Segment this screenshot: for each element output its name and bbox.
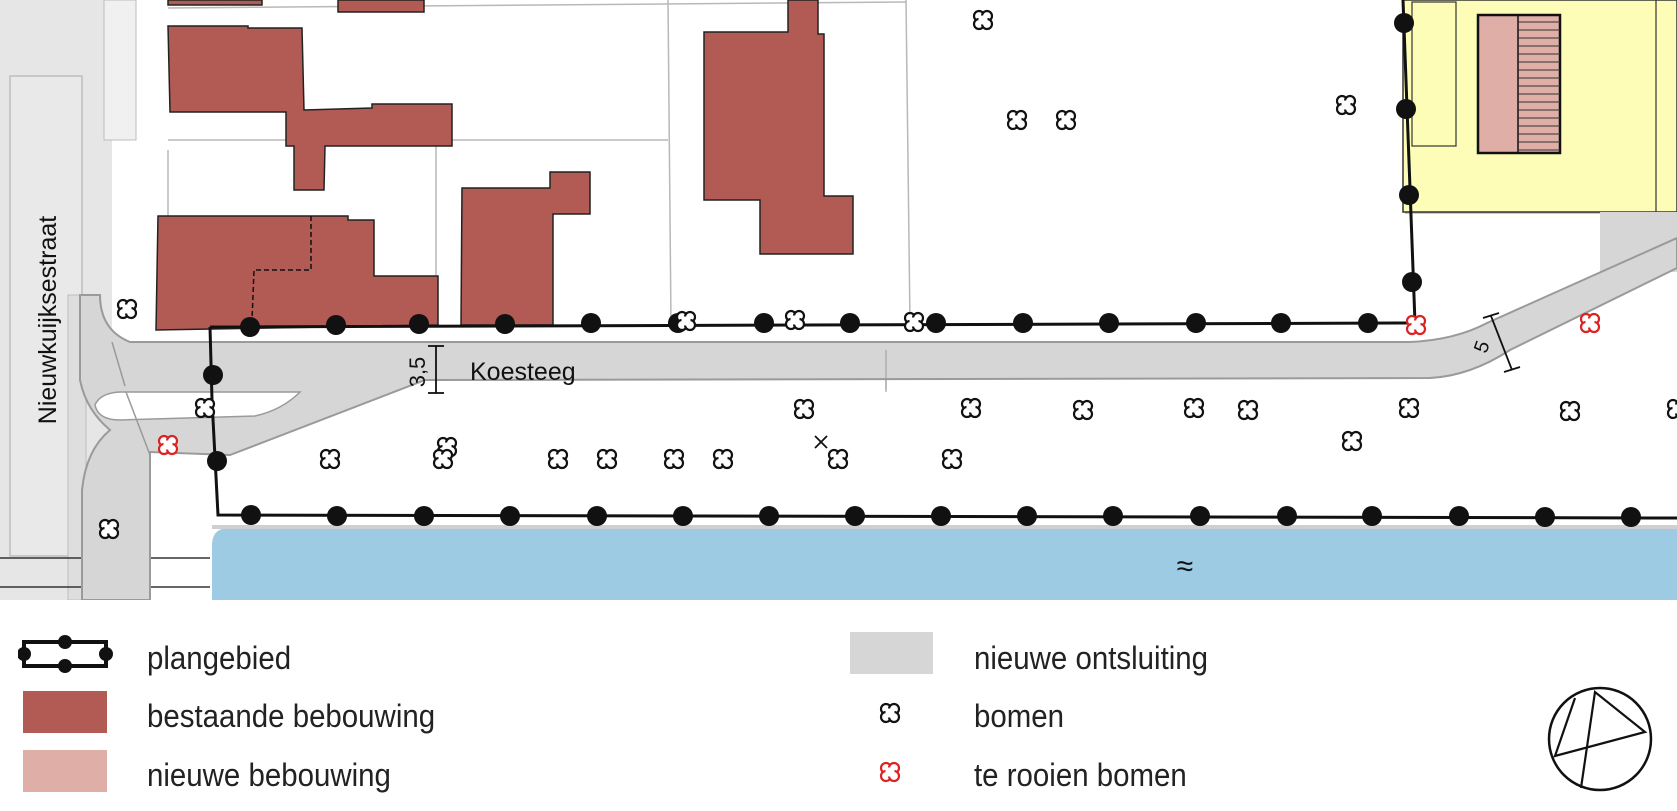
boundary-dot bbox=[1535, 507, 1555, 527]
tree-icon bbox=[972, 9, 994, 31]
boundary-dot bbox=[926, 313, 946, 333]
removed-tree-icon bbox=[879, 761, 901, 783]
boundary-dot bbox=[840, 313, 860, 333]
tree-icon bbox=[596, 448, 618, 470]
water bbox=[212, 525, 1677, 600]
tree-icon bbox=[1559, 400, 1581, 422]
boundary-dot bbox=[1277, 506, 1297, 526]
tree-icon bbox=[1055, 109, 1077, 131]
tree-icon bbox=[1666, 398, 1677, 420]
boundary-dot bbox=[759, 506, 779, 526]
legend-label-bestaande-bebouwing: bestaande bebouwing bbox=[147, 698, 436, 734]
site-plan-map: 3,5 5 Nieuwkuijksestraat Koesteeg ≈ bbox=[0, 0, 1677, 600]
new-building-swatch bbox=[23, 750, 107, 792]
boundary-dot bbox=[1271, 313, 1291, 333]
legend-label-te-rooien-bomen: te rooien bomen bbox=[974, 757, 1187, 793]
survey-cross bbox=[814, 435, 828, 449]
boundary-dot bbox=[203, 365, 223, 385]
tree-icon bbox=[1006, 109, 1028, 131]
boundary-dot bbox=[240, 317, 260, 337]
water-symbol: ≈ bbox=[1177, 550, 1193, 583]
new-building bbox=[1476, 13, 1562, 155]
removed-tree-icon bbox=[1579, 312, 1601, 334]
tree-icon bbox=[432, 448, 454, 470]
boundary-dot bbox=[500, 506, 520, 526]
tree-icon bbox=[827, 448, 849, 470]
boundary-dot bbox=[1013, 313, 1033, 333]
tree-icon bbox=[1072, 399, 1094, 421]
legend-label-plangebied: plangebied bbox=[147, 640, 292, 676]
boundary-dot bbox=[587, 506, 607, 526]
new-access-swatch bbox=[850, 632, 933, 674]
boundary-dot bbox=[1449, 506, 1469, 526]
street-label-nieuwkuijksestraat: Nieuwkuijksestraat bbox=[34, 216, 62, 424]
boundary-dot bbox=[409, 314, 429, 334]
boundary-dot bbox=[845, 506, 865, 526]
tree-icon bbox=[116, 298, 138, 320]
legend-label-bomen: bomen bbox=[974, 698, 1065, 734]
tree-icon bbox=[663, 448, 685, 470]
plan-boundary-dots bbox=[203, 13, 1641, 527]
boundary-dot bbox=[581, 313, 601, 333]
boundary-dot bbox=[207, 451, 227, 471]
boundary-dot bbox=[673, 506, 693, 526]
tree-icon bbox=[194, 397, 216, 419]
tree-icon bbox=[793, 398, 815, 420]
boundary-dot bbox=[414, 506, 434, 526]
map-canvas: 3,5 5 Nieuwkuijksestraat Koesteeg ≈ bbox=[0, 0, 1677, 600]
tree-icon bbox=[903, 311, 925, 333]
existing-building-swatch bbox=[23, 691, 107, 733]
legend-label-nieuwe-ontsluiting: nieuwe ontsluiting bbox=[974, 640, 1209, 676]
boundary-dot bbox=[1186, 313, 1206, 333]
tree-icon bbox=[879, 702, 901, 724]
tree-icon bbox=[712, 448, 734, 470]
compass-icon bbox=[1547, 686, 1653, 792]
existing-buildings bbox=[155, 0, 854, 331]
tree-icon bbox=[1335, 94, 1357, 116]
boundary-dot bbox=[1402, 272, 1422, 292]
plan-boundary-swatch bbox=[18, 635, 113, 673]
tree-icon bbox=[1398, 397, 1420, 419]
boundary-dot bbox=[754, 313, 774, 333]
boundary-dot bbox=[1190, 506, 1210, 526]
dimension-left-label: 3,5 bbox=[405, 357, 430, 388]
boundary-dot bbox=[1103, 506, 1123, 526]
tree-icon bbox=[784, 309, 806, 331]
boundary-dot bbox=[327, 506, 347, 526]
boundary-dot bbox=[241, 505, 261, 525]
removed-tree-icon bbox=[157, 434, 179, 456]
boundary-dot bbox=[326, 315, 346, 335]
boundary-dot bbox=[1017, 506, 1037, 526]
legend-label-nieuwe-bebouwing: nieuwe bebouwing bbox=[147, 757, 391, 793]
tree-icon bbox=[960, 397, 982, 419]
boundary-dot bbox=[1399, 185, 1419, 205]
tree-icon bbox=[675, 310, 697, 332]
tree-icon bbox=[1237, 399, 1259, 421]
removed-tree-icon bbox=[1405, 314, 1427, 336]
tree-icon bbox=[1183, 397, 1205, 419]
boundary-dot bbox=[1362, 506, 1382, 526]
tree-icon bbox=[1341, 430, 1363, 452]
boundary-dot bbox=[1621, 507, 1641, 527]
boundary-dot bbox=[495, 314, 515, 334]
boundary-dot bbox=[931, 506, 951, 526]
boundary-dot bbox=[1099, 313, 1119, 333]
legend: plangebied bestaande bebouwing nieuwe be… bbox=[0, 600, 1677, 811]
boundary-dot bbox=[1358, 313, 1378, 333]
dimension-markers bbox=[428, 312, 1521, 394]
boundary-dot bbox=[1396, 99, 1416, 119]
street-label-koesteeg: Koesteeg bbox=[470, 358, 576, 386]
tree-icon bbox=[98, 518, 120, 540]
tree-icon bbox=[319, 448, 341, 470]
boundary-dot bbox=[1394, 13, 1414, 33]
tree-icon bbox=[941, 448, 963, 470]
tree-icon bbox=[547, 448, 569, 470]
